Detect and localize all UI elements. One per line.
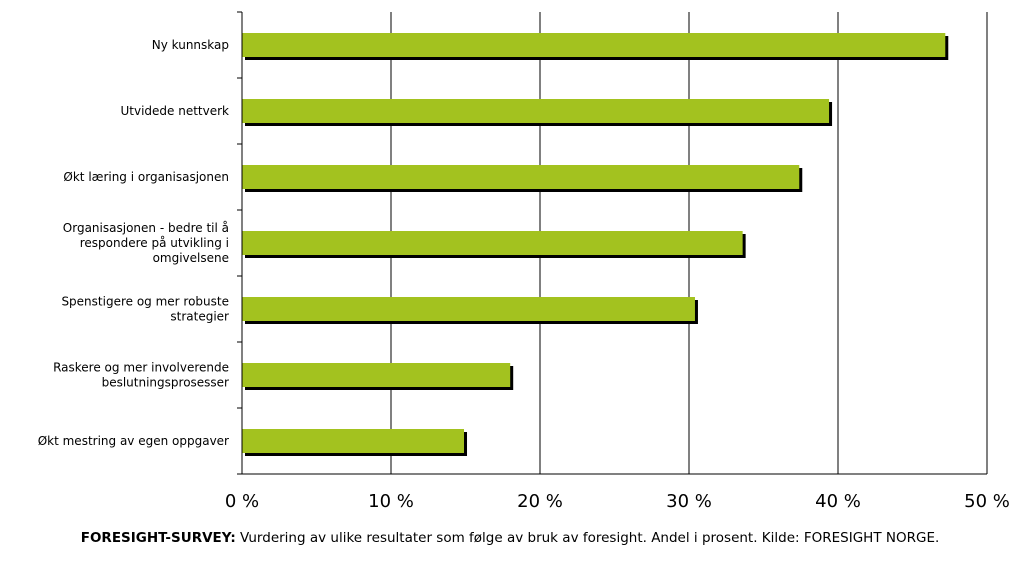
caption-text: Vurdering av ulike resultater som følge … [235, 530, 940, 546]
x-tick-label-0: 0 % [225, 491, 259, 512]
bar-6 [242, 429, 465, 453]
category-label-2: Økt læring i organisasjonen [63, 170, 229, 184]
category-label-0: Ny kunnskap [152, 38, 229, 52]
bar-chart: Ny kunnskap Utvidede nettverk Økt læring i… [38, 11, 1010, 512]
category-label-4: Spenstigere og mer robuste strategier [61, 295, 229, 324]
bar-1 [242, 99, 830, 123]
bar-3 [242, 231, 743, 255]
category-labels: Ny kunnskap Utvidede nettverk Økt læring i… [38, 38, 229, 448]
x-tick-label-20: 20 % [517, 491, 563, 512]
category-label-1: Utvidede nettverk [120, 104, 229, 118]
bar-0 [242, 33, 946, 57]
x-tick-label-40: 40 % [815, 491, 861, 512]
category-label-6: Økt mestring av egen oppgaver [38, 434, 229, 448]
tick-labels: 0 % 10 % 20 % 30 % 40 % 50 % [225, 491, 1010, 512]
figure-caption: FORESIGHT-SURVEY: Vurdering av ulike res… [40, 530, 980, 547]
caption-bold: FORESIGHT-SURVEY: [80, 530, 236, 546]
x-tick-label-30: 30 % [666, 491, 712, 512]
bar-2 [242, 165, 800, 189]
axes [237, 11, 987, 475]
bar-4 [242, 297, 695, 321]
bars [242, 33, 949, 456]
category-label-3: Organisasjonen - bedre til å respondere p… [63, 221, 229, 265]
x-tick-label-50: 50 % [964, 491, 1010, 512]
category-label-5: Raskere og mer involverende beslutningspr… [53, 361, 229, 390]
bar-5 [242, 363, 511, 387]
x-tick-label-10: 10 % [368, 491, 414, 512]
